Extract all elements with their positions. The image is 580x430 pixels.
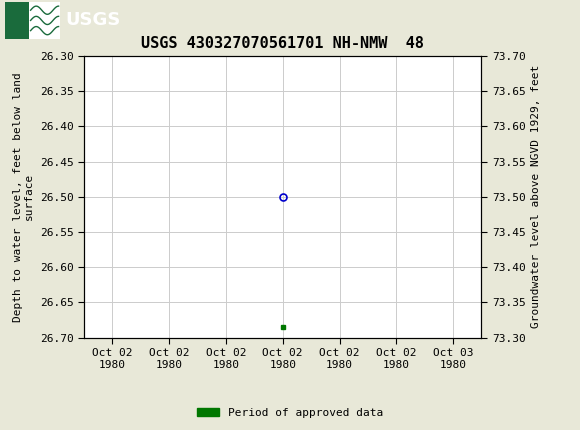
Text: USGS: USGS <box>66 12 121 29</box>
Legend: Period of approved data: Period of approved data <box>193 403 387 422</box>
Bar <box>5 2 60 39</box>
Bar <box>5 2 30 39</box>
Y-axis label: Groundwater level above NGVD 1929, feet: Groundwater level above NGVD 1929, feet <box>531 65 541 329</box>
Title: USGS 430327070561701 NH-NMW  48: USGS 430327070561701 NH-NMW 48 <box>142 36 424 51</box>
Y-axis label: Depth to water level, feet below land
surface: Depth to water level, feet below land su… <box>13 72 34 322</box>
